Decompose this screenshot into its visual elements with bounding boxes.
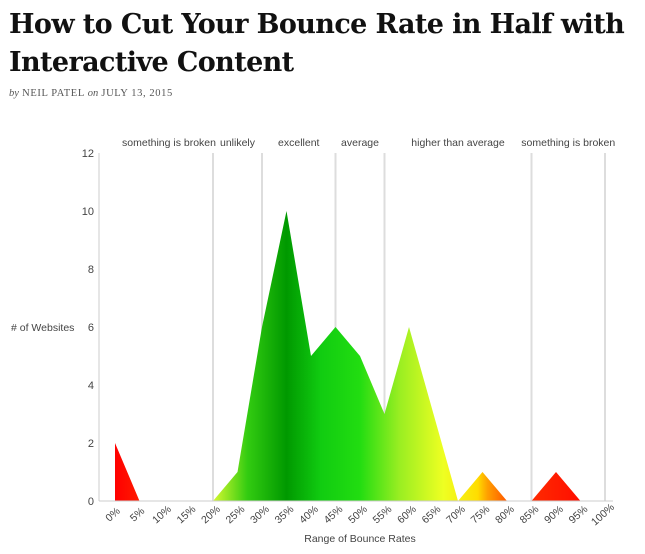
x-tick-label: 0% xyxy=(103,505,122,524)
x-tick-label: 45% xyxy=(322,503,346,526)
byline: by NEIL PATEL on JULY 13, 2015 xyxy=(9,88,173,99)
x-tick-label: 50% xyxy=(346,503,370,526)
zone-label: unlikely xyxy=(220,137,256,149)
zone-label: something is broken xyxy=(122,137,216,149)
y-tick-label: 4 xyxy=(88,380,94,392)
zone-labels: something is broken unlikely excellent aver… xyxy=(122,137,615,149)
y-tick-label: 12 xyxy=(82,148,94,160)
zone-label: something is broken xyxy=(521,137,615,149)
zone-label: average xyxy=(341,137,379,149)
x-tick-label: 70% xyxy=(444,503,468,526)
x-tick-label: 15% xyxy=(175,503,199,526)
x-tick-label: 95% xyxy=(567,503,591,526)
x-tick-label: 25% xyxy=(224,503,248,526)
y-tick-label: 0 xyxy=(88,496,94,508)
x-tick-label: 5% xyxy=(128,505,147,524)
x-tick-label: 90% xyxy=(542,503,566,526)
bounce-rate-area xyxy=(115,211,605,501)
article-title: How to Cut Your Bounce Rate in Half with… xyxy=(9,9,625,78)
x-tick-label: 20% xyxy=(199,503,223,526)
x-tick-label: 60% xyxy=(395,503,419,526)
x-tick-label: 100% xyxy=(589,501,617,528)
zone-label: higher than average xyxy=(411,137,505,149)
x-tick-labels: 0% 5% 10% 15% 20% 25% 30% 35% 40% 45% 50% 55% 60% 65%… xyxy=(103,501,617,528)
y-axis-label: # of Websites xyxy=(11,322,74,334)
y-tick-label: 8 xyxy=(88,264,94,276)
zone-label: excellent xyxy=(278,137,320,149)
x-tick-label: 35% xyxy=(273,503,297,526)
axes xyxy=(98,153,613,502)
byline-date: JULY 13, 2015 xyxy=(101,88,173,99)
x-tick-label: 80% xyxy=(493,503,517,526)
y-tick-labels: 0 2 4 6 8 10 12 xyxy=(82,148,94,508)
byline-on: on xyxy=(87,88,99,99)
byline-author[interactable]: NEIL PATEL xyxy=(22,88,85,99)
x-tick-label: 55% xyxy=(371,503,395,526)
y-tick-label: 2 xyxy=(88,438,94,450)
x-tick-label: 65% xyxy=(420,503,444,526)
x-tick-label: 40% xyxy=(297,503,321,526)
x-tick-label: 30% xyxy=(248,503,272,526)
y-tick-label: 6 xyxy=(88,322,94,334)
byline-by: by xyxy=(9,88,19,99)
x-axis-label: Range of Bounce Rates xyxy=(304,533,416,545)
x-tick-label: 75% xyxy=(469,503,493,526)
x-tick-label: 10% xyxy=(150,503,174,526)
x-tick-label: 85% xyxy=(518,503,542,526)
y-tick-label: 10 xyxy=(82,206,94,218)
